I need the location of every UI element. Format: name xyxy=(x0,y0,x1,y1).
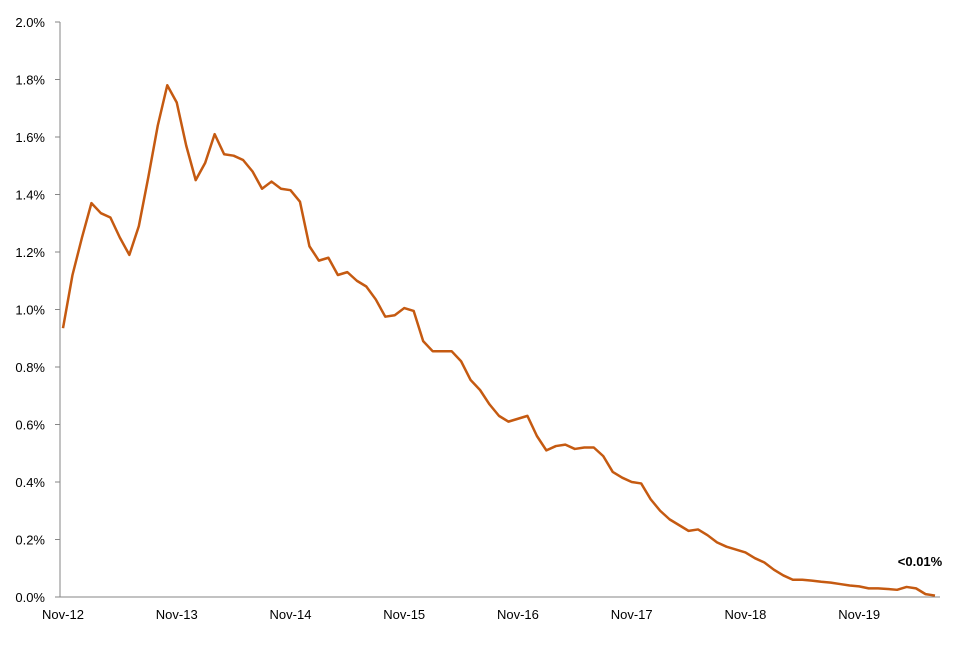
x-tick-label: Nov-14 xyxy=(270,607,312,622)
y-tick-label: 1.8% xyxy=(15,73,45,88)
y-tick-label: 0.8% xyxy=(15,360,45,375)
annotation: <0.01% xyxy=(898,554,943,569)
x-tick-label: Nov-15 xyxy=(383,607,425,622)
x-tick-label: Nov-19 xyxy=(838,607,880,622)
y-tick-label: 1.6% xyxy=(15,130,45,145)
x-tick-label: Nov-13 xyxy=(156,607,198,622)
y-tick-label: 1.4% xyxy=(15,188,45,203)
y-tick-label: 0.4% xyxy=(15,475,45,490)
x-tick-label: Nov-16 xyxy=(497,607,539,622)
line-series xyxy=(61,84,936,597)
y-tick-label: 0.0% xyxy=(15,590,45,605)
y-tick-label: 1.2% xyxy=(15,245,45,260)
x-tick-label: Nov-18 xyxy=(724,607,766,622)
y-tick-label: 1.0% xyxy=(15,303,45,318)
y-tick-label: 0.6% xyxy=(15,418,45,433)
x-tick-label: Nov-17 xyxy=(611,607,653,622)
y-tick-label: 0.2% xyxy=(15,533,45,548)
x-tick-label: Nov-12 xyxy=(42,607,84,622)
y-tick-label: 2.0% xyxy=(15,15,45,30)
